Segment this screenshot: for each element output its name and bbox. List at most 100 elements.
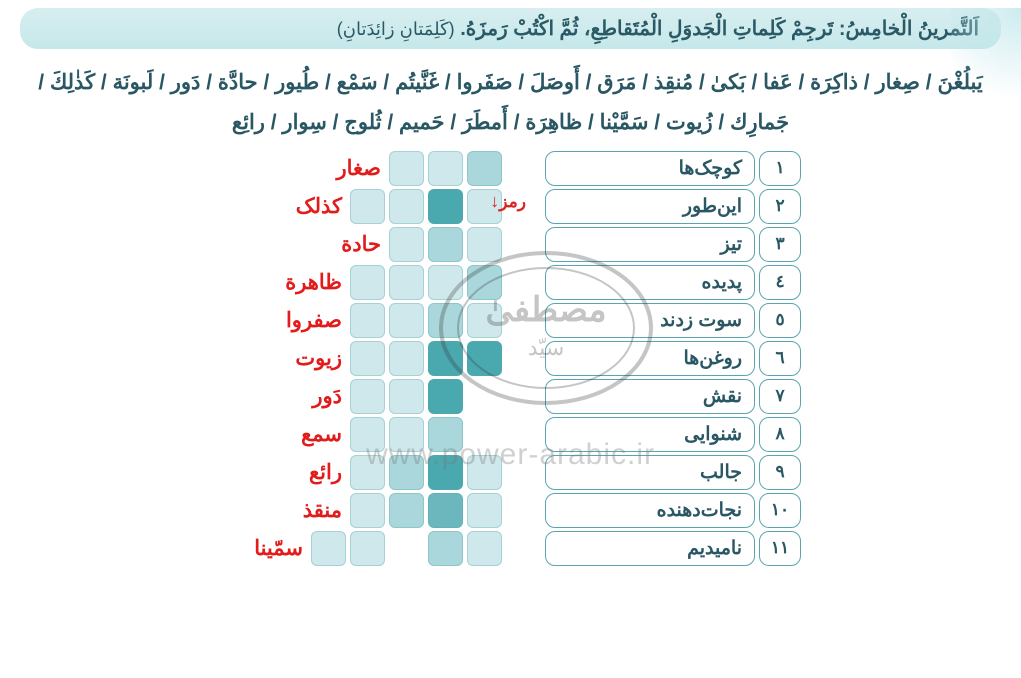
answer-text: منقذ bbox=[303, 498, 342, 523]
answer-text: کذلک bbox=[296, 194, 342, 219]
grid-cell bbox=[428, 455, 463, 490]
row-number: ١ bbox=[759, 151, 801, 186]
table-row: ١١نامیدیم سمّینا bbox=[0, 531, 1021, 566]
grid-cell bbox=[389, 379, 424, 414]
persian-word: شنوایی bbox=[545, 417, 755, 452]
row-number: ٧ bbox=[759, 379, 801, 414]
row-number: ٩ bbox=[759, 455, 801, 490]
grid-cell bbox=[389, 151, 424, 186]
grid-cell bbox=[506, 493, 541, 528]
grid-cell bbox=[467, 151, 502, 186]
table-row: ٤پدیده ظاهرة bbox=[0, 265, 1021, 300]
persian-word: نقش bbox=[545, 379, 755, 414]
row-number: ٢ bbox=[759, 189, 801, 224]
grid-cell bbox=[467, 493, 502, 528]
grid-cell bbox=[467, 379, 502, 414]
grid-cell bbox=[506, 417, 541, 452]
row-number: ١١ bbox=[759, 531, 801, 566]
answer-text: صغار bbox=[336, 156, 381, 181]
grid-cell bbox=[506, 303, 541, 338]
grid-cell bbox=[311, 531, 346, 566]
answer-text: ظاهرة bbox=[285, 270, 342, 295]
grid-cell bbox=[467, 531, 502, 566]
answer-text: سمّینا bbox=[254, 536, 303, 561]
grid-cell bbox=[467, 265, 502, 300]
grid-cell bbox=[389, 417, 424, 452]
persian-word: این‌طور bbox=[545, 189, 755, 224]
persian-word: تیز bbox=[545, 227, 755, 262]
grid-cell bbox=[467, 303, 502, 338]
grid-cell bbox=[389, 341, 424, 376]
grid-cell bbox=[428, 303, 463, 338]
row-number: ٣ bbox=[759, 227, 801, 262]
row-number: ٤ bbox=[759, 265, 801, 300]
header-main: اَلتَّمرينُ الْخامِسُ: تَرجِمْ كَلِماتِ … bbox=[460, 18, 979, 40]
table-row: ٧نقش دَور bbox=[0, 379, 1021, 414]
grid-cell bbox=[389, 531, 424, 566]
grid-cell bbox=[467, 455, 502, 490]
grid-cell bbox=[350, 531, 385, 566]
persian-word: پدیده bbox=[545, 265, 755, 300]
persian-word: نامیدیم bbox=[545, 531, 755, 566]
grid-cell bbox=[389, 303, 424, 338]
answer-text: صفروا bbox=[286, 308, 342, 333]
grid-cell bbox=[428, 493, 463, 528]
table-row: ٨شنوایی سمع bbox=[0, 417, 1021, 452]
row-number: ٨ bbox=[759, 417, 801, 452]
header-note: (كَلِمَتانِ زائِدَتانِ) bbox=[337, 19, 455, 39]
grid-cell bbox=[428, 341, 463, 376]
table-row: ٥سوت زدند صفروا bbox=[0, 303, 1021, 338]
grid-cell bbox=[506, 341, 541, 376]
table-row: ١كوچک‌ها صغار bbox=[0, 151, 1021, 186]
row-number: ١٠ bbox=[759, 493, 801, 528]
persian-word: كوچک‌ها bbox=[545, 151, 755, 186]
persian-word: نجات‌دهنده bbox=[545, 493, 755, 528]
grid-cell bbox=[428, 227, 463, 262]
arrow-down-icon: ↓ bbox=[490, 191, 499, 211]
crossword-grid: ١كوچک‌ها صغار ٢این‌طور کذلک ٣تیز حادة ٤پدیده ظا… bbox=[0, 151, 1021, 566]
grid-cell bbox=[506, 531, 541, 566]
grid-cell bbox=[428, 151, 463, 186]
grid-cell bbox=[389, 493, 424, 528]
table-row: ٩جالب رائع bbox=[0, 455, 1021, 490]
grid-cell bbox=[428, 417, 463, 452]
table-row: ٣تیز حادة bbox=[0, 227, 1021, 262]
grid-cell bbox=[506, 265, 541, 300]
grid-cell bbox=[467, 227, 502, 262]
grid-cell bbox=[350, 417, 385, 452]
grid-cell bbox=[506, 455, 541, 490]
exercise-header: اَلتَّمرينُ الْخامِسُ: تَرجِمْ كَلِماتِ … bbox=[20, 8, 1001, 49]
persian-word: جالب bbox=[545, 455, 755, 490]
grid-cell bbox=[389, 189, 424, 224]
background-decoration bbox=[951, 8, 1021, 118]
row-number: ٥ bbox=[759, 303, 801, 338]
answer-text: حادة bbox=[341, 232, 381, 257]
grid-cell bbox=[428, 189, 463, 224]
table-row: ٦روغن‌ها زیوت bbox=[0, 341, 1021, 376]
grid-cell bbox=[506, 227, 541, 262]
table-row: ١٠نجات‌دهنده منقذ bbox=[0, 493, 1021, 528]
grid-cell bbox=[428, 265, 463, 300]
grid-cell bbox=[428, 531, 463, 566]
grid-cell bbox=[350, 493, 385, 528]
grid-cell bbox=[467, 417, 502, 452]
persian-word: روغن‌ها bbox=[545, 341, 755, 376]
grid-cell bbox=[506, 379, 541, 414]
grid-cell bbox=[389, 455, 424, 490]
row-number: ٦ bbox=[759, 341, 801, 376]
answer-text: زیوت bbox=[295, 346, 342, 371]
answer-text: رائع bbox=[309, 460, 342, 485]
grid-cell bbox=[467, 341, 502, 376]
grid-cell bbox=[428, 379, 463, 414]
grid-cell bbox=[350, 265, 385, 300]
grid-cell bbox=[350, 379, 385, 414]
grid-cell bbox=[350, 189, 385, 224]
grid-cell bbox=[350, 455, 385, 490]
persian-word: سوت زدند bbox=[545, 303, 755, 338]
grid-cell bbox=[506, 151, 541, 186]
answer-text: دَور bbox=[312, 384, 342, 409]
answer-text: سمع bbox=[301, 422, 342, 447]
grid-cell bbox=[350, 303, 385, 338]
ramz-label: رمز↓ bbox=[490, 191, 526, 212]
word-bank: يَبلُغْنَ / صِغار / ذاكِرَة / عَفا / بَك… bbox=[30, 63, 991, 143]
